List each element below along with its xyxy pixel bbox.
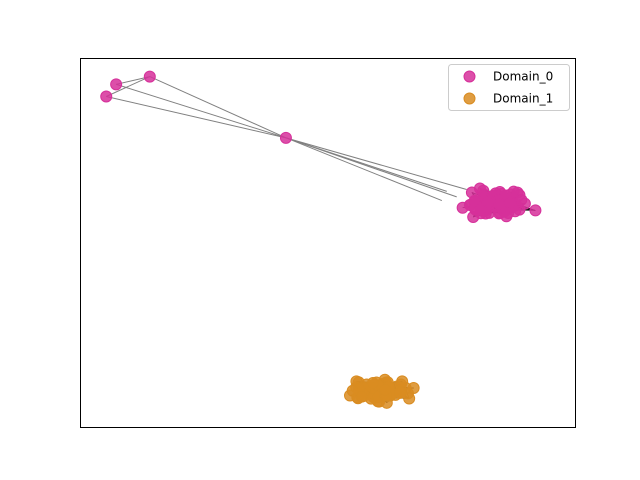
legend-marker-domain-0 <box>463 70 476 83</box>
hub-edge <box>106 96 287 139</box>
hub-edge <box>115 83 287 139</box>
bridge-edge <box>285 137 457 198</box>
legend-box <box>448 64 570 111</box>
node-domain-1 <box>394 386 407 399</box>
node-domain-0 <box>474 203 487 216</box>
node-domain-0 <box>500 210 513 223</box>
legend-label-domain-1: Domain_1 <box>493 92 553 106</box>
node-domain-0 <box>504 196 517 209</box>
plot-area <box>100 70 542 409</box>
node-domain-1 <box>366 377 379 390</box>
hub-edge <box>149 76 287 139</box>
node-domain-0 <box>529 204 542 217</box>
node-domain-1 <box>355 390 368 403</box>
legend-label-domain-0: Domain_0 <box>493 70 553 84</box>
node-domain-1 <box>396 375 409 388</box>
legend: Domain_0 Domain_1 <box>448 64 570 111</box>
node-domain-0 <box>279 131 292 144</box>
hub-edge <box>106 76 151 97</box>
axes-frame <box>80 58 576 428</box>
node-domain-0 <box>100 90 113 103</box>
node-domain-1 <box>379 383 392 396</box>
node-domain-0 <box>110 78 123 91</box>
legend-marker-domain-1 <box>463 92 476 105</box>
node-domain-1 <box>403 392 416 405</box>
node-domain-0 <box>518 197 531 210</box>
bridge-edge <box>285 137 467 190</box>
bridge-edge <box>285 137 443 202</box>
node-domain-0 <box>456 201 469 214</box>
node-domain-0 <box>143 70 156 83</box>
node-domain-1 <box>346 384 359 397</box>
nodes-layer <box>100 70 542 409</box>
